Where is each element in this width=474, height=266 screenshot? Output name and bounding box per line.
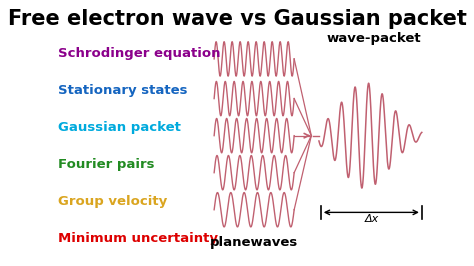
Text: Minimum uncertainty: Minimum uncertainty: [58, 232, 218, 245]
Text: wave-packet: wave-packet: [327, 32, 421, 45]
Text: Gaussian packet: Gaussian packet: [58, 121, 181, 134]
Text: Stationary states: Stationary states: [58, 84, 187, 97]
Text: Δx: Δx: [364, 214, 378, 224]
Text: Fourier pairs: Fourier pairs: [58, 158, 155, 171]
Text: Schrodinger equation: Schrodinger equation: [58, 47, 220, 60]
Text: Free electron wave vs Gaussian packet: Free electron wave vs Gaussian packet: [8, 9, 466, 29]
Text: Group velocity: Group velocity: [58, 195, 167, 208]
Text: planewaves: planewaves: [210, 236, 298, 249]
